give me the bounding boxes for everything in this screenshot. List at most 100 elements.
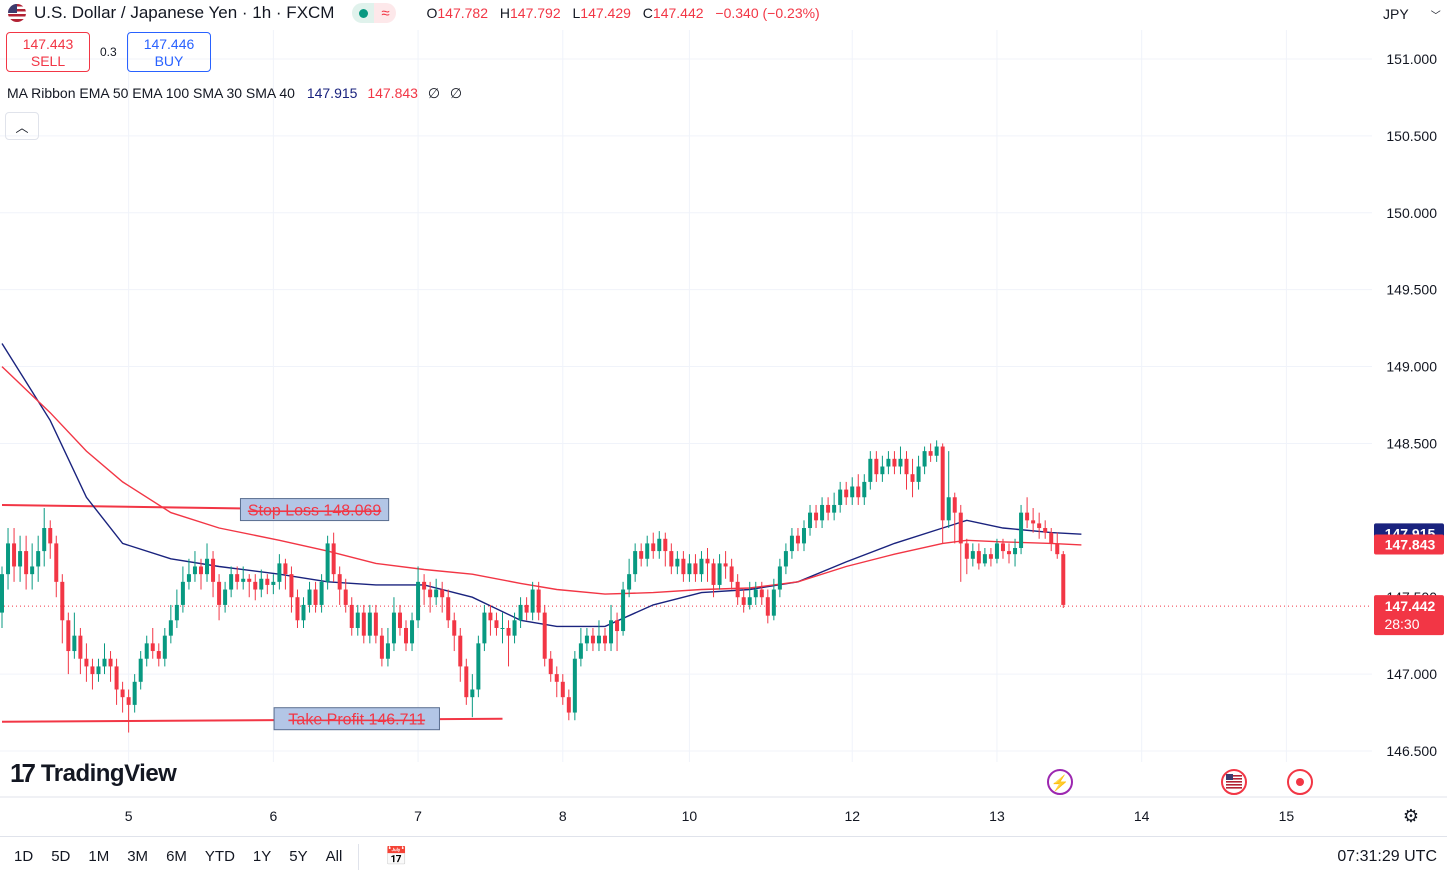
candle-body (1025, 512, 1030, 521)
candle-body (801, 528, 806, 544)
candle-body (132, 681, 137, 705)
candle-body (964, 543, 969, 559)
candle-body (458, 635, 463, 667)
candle-body (385, 643, 390, 659)
candle-body (168, 620, 173, 636)
tradingview-logo[interactable]: 17 TradingView (10, 758, 177, 789)
candle-body (645, 543, 650, 559)
candle-body (1055, 543, 1060, 555)
candle-body (777, 566, 782, 590)
candle-body (464, 666, 469, 698)
symbol-title[interactable]: U.S. Dollar / Japanese Yen · 1h · FXCM (34, 3, 335, 22)
candle-body (48, 528, 53, 544)
candle-body (832, 504, 837, 513)
candle-body (313, 589, 318, 605)
candle-body (795, 535, 800, 544)
sell-label: SELL (30, 53, 66, 69)
candle-body (518, 604, 523, 621)
price-chart[interactable]: 151.000 150.500 150.000 149.500 149.000 148.5… (0, 0, 1447, 835)
currency-selector[interactable]: JPY ﹀ (1375, 0, 1445, 28)
candle-body (0, 574, 4, 613)
market-status[interactable]: ≈ (352, 3, 397, 23)
candle-body (373, 612, 378, 636)
candle-body (880, 466, 885, 475)
candle-body (982, 554, 987, 564)
candle-body (572, 658, 577, 713)
event-markers[interactable]: ⚡ (1047, 769, 1313, 795)
clock[interactable]: 07:31:29 UTC (1337, 848, 1437, 865)
candle-body (621, 589, 626, 632)
low-value: 147.429 (580, 5, 631, 21)
candle-body (578, 643, 583, 659)
order-lines[interactable]: Stop Loss 148.069 Take Profit 146.711 (1, 498, 503, 731)
candle-body (838, 489, 843, 505)
candle-body (1007, 551, 1012, 555)
indicator-value-2: 147.843 (367, 85, 418, 101)
candle-body (717, 563, 722, 585)
candle-body (301, 604, 306, 621)
record-icon-dot (1296, 778, 1304, 786)
order-label-box (273, 707, 440, 731)
lightning-icon[interactable]: ⚡ (1047, 769, 1073, 795)
candle-body (741, 597, 746, 605)
candle-body (910, 474, 915, 482)
candle-body (952, 497, 957, 513)
range-button-3m[interactable]: 3M (127, 848, 149, 865)
chevron-down-icon: ﹀ (1430, 10, 1441, 22)
candle-body (1013, 548, 1018, 555)
range-button-1m[interactable]: 1M (88, 848, 110, 865)
candle-body (325, 543, 330, 582)
candle-body (361, 612, 366, 636)
candle-body (506, 627, 511, 636)
time-tick-label: 7 (414, 808, 422, 824)
us-flag-icon[interactable] (1221, 769, 1247, 795)
candle-body (820, 504, 825, 521)
candle-body (615, 620, 620, 632)
candle-body (96, 666, 101, 675)
candle-body (307, 589, 312, 605)
candle-body (494, 620, 499, 628)
range-button-5d[interactable]: 5D (51, 848, 71, 865)
range-button-6m[interactable]: 6M (166, 848, 187, 865)
range-button-5y[interactable]: 5Y (289, 848, 308, 865)
candle-body (922, 451, 927, 467)
candle-body (536, 589, 541, 613)
candle-body (488, 612, 493, 621)
candle-body (253, 581, 258, 590)
ohlc-values: O147.782 H147.792 L147.429 C147.442 −0.3… (426, 5, 820, 21)
candle-body (391, 612, 396, 644)
candle-body (223, 589, 228, 605)
collapse-legend-button[interactable]: ︿ (5, 112, 39, 140)
range-button-ytd[interactable]: YTD (204, 848, 235, 865)
buy-button[interactable]: 147.446 BUY (127, 32, 211, 72)
range-button-all[interactable]: All (325, 848, 343, 865)
chevron-up-icon: ︿ (15, 119, 29, 135)
candle-body (18, 551, 23, 567)
flag-stripe (1226, 784, 1242, 786)
time-tick-label: 5 (125, 808, 133, 824)
range-button-1d[interactable]: 1D (14, 848, 34, 865)
candle-body (675, 558, 680, 567)
high-value: 147.792 (510, 5, 561, 21)
record-icon[interactable] (1287, 769, 1313, 795)
candle-body (241, 578, 246, 582)
candle-body (6, 543, 11, 575)
candle-body (898, 458, 903, 467)
symbol-legend[interactable]: U.S. Dollar / Japanese Yen · 1h · FXCM ≈… (8, 2, 820, 24)
indicator-legend[interactable]: MA Ribbon EMA 50 EMA 100 SMA 30 SMA 40 1… (7, 85, 462, 102)
flag-canton (1226, 774, 1233, 780)
calendar-icon[interactable]: 📅 (385, 846, 408, 866)
candle-body (30, 566, 35, 575)
settings-icon[interactable]: ⚙ (1403, 806, 1419, 826)
indicator-label: MA Ribbon EMA 50 EMA 100 SMA 30 SMA 40 (7, 85, 295, 101)
time-tick-label: 15 (1279, 808, 1295, 824)
candle-body (440, 589, 445, 598)
time-tick-label: 14 (1134, 808, 1150, 824)
candle-body (663, 538, 668, 552)
candle-body (205, 558, 210, 575)
range-button-1y[interactable]: 1Y (252, 848, 272, 865)
candle-body (524, 604, 529, 613)
candle-body (259, 578, 264, 590)
candle-body (500, 627, 505, 629)
sell-button[interactable]: 147.443 SELL (6, 32, 90, 72)
